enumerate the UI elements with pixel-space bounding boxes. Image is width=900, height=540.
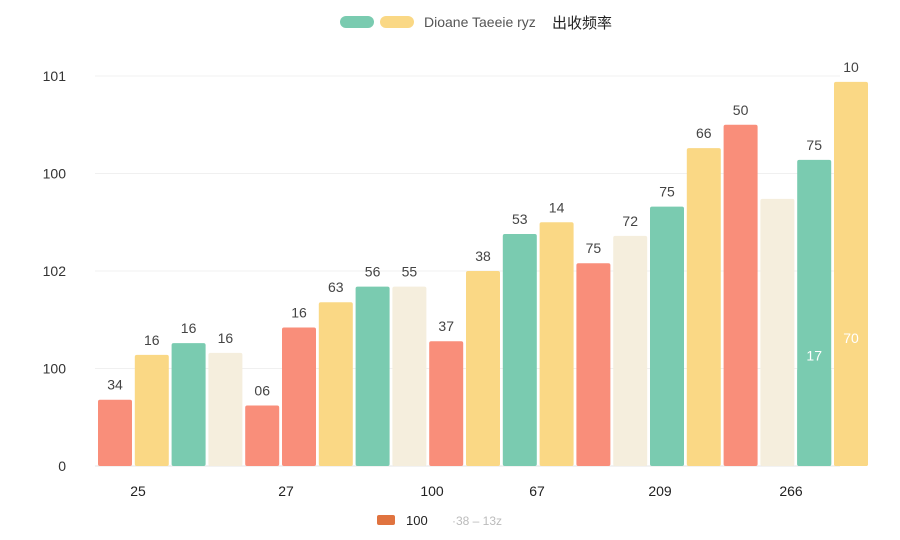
bar-value-label: 37: [438, 318, 454, 334]
bar: [760, 198, 795, 466]
bottom-legend-label: 100: [406, 513, 428, 528]
top-legend: Dioane Taeeie ryz 出收频率: [340, 14, 612, 32]
x-category-label: 209: [648, 483, 672, 499]
x-axis-categories: 25 27 100 67 209 266: [130, 483, 803, 499]
bar: [797, 159, 832, 466]
bar: [539, 222, 574, 466]
bar-value-label: 75: [659, 184, 675, 200]
bottom-legend: 100 ·38 – 13z: [377, 513, 502, 528]
x-category-label: 27: [278, 483, 294, 499]
y-tick-label: 102: [43, 263, 67, 279]
bar-value-label: 16: [291, 305, 307, 321]
bar: [318, 302, 353, 466]
bar: [98, 399, 132, 466]
bar-series: [98, 81, 868, 466]
bar-value-label: 16: [181, 320, 197, 336]
y-axis-ticks: 0 100 102 100 101: [43, 68, 67, 474]
y-tick-label: 100: [43, 166, 67, 182]
bar-value-label: 34: [107, 377, 123, 393]
legend-title: 出收频率: [552, 14, 612, 32]
bar: [171, 343, 206, 466]
bar-value-label: 16: [218, 330, 234, 346]
x-category-label: 266: [779, 483, 803, 499]
bar: [429, 341, 464, 466]
bar-value-label: 06: [254, 383, 270, 399]
x-category-label: 100: [420, 483, 444, 499]
bar: [576, 263, 611, 466]
bar-value-label: 70: [843, 330, 859, 346]
bar-value-label: 10: [843, 59, 859, 75]
legend-swatch-green: [340, 16, 374, 28]
bar: [834, 81, 868, 466]
bar-value-label: 50: [733, 102, 749, 118]
bar-value-label: 14: [549, 199, 565, 215]
x-category-label: 25: [130, 483, 146, 499]
bar-value-label: 17: [806, 348, 822, 364]
bar: [686, 148, 721, 466]
bar: [613, 235, 648, 466]
bar-value-label: 53: [512, 211, 528, 227]
bar: [245, 405, 280, 466]
bar: [650, 206, 684, 466]
bar-value-label: 75: [806, 137, 822, 153]
bar: [208, 352, 243, 466]
legend-series-label: Dioane Taeeie ryz: [424, 14, 536, 30]
bar-value-label: 38: [475, 248, 491, 264]
bar: [355, 286, 390, 466]
bar: [134, 354, 169, 466]
bar: [282, 327, 316, 466]
bar-value-label: 66: [696, 125, 712, 141]
bar: [466, 271, 500, 466]
bottom-legend-swatch: [377, 515, 395, 525]
bar-value-label: 55: [402, 264, 418, 280]
bar-value-label: 56: [365, 264, 381, 280]
bar: [392, 286, 427, 466]
bar-value-label: 72: [622, 213, 638, 229]
y-tick-label: 101: [43, 68, 67, 84]
legend-swatch-yellow: [380, 16, 414, 28]
data-labels: 34 16 16 16 06 16 63 56 55 37 38 53 14 75 72 75 66 50 17 75…: [107, 59, 859, 399]
bottom-legend-faint-text: ·38 – 13z: [452, 514, 502, 528]
bar: [723, 124, 758, 466]
x-category-label: 67: [529, 483, 545, 499]
y-tick-label: 0: [58, 458, 66, 474]
bar-value-label: 63: [328, 279, 344, 295]
bar-value-label: 16: [144, 332, 160, 348]
bar-value-label: 75: [586, 240, 602, 256]
bar: [502, 233, 537, 466]
y-tick-label: 100: [43, 361, 67, 377]
